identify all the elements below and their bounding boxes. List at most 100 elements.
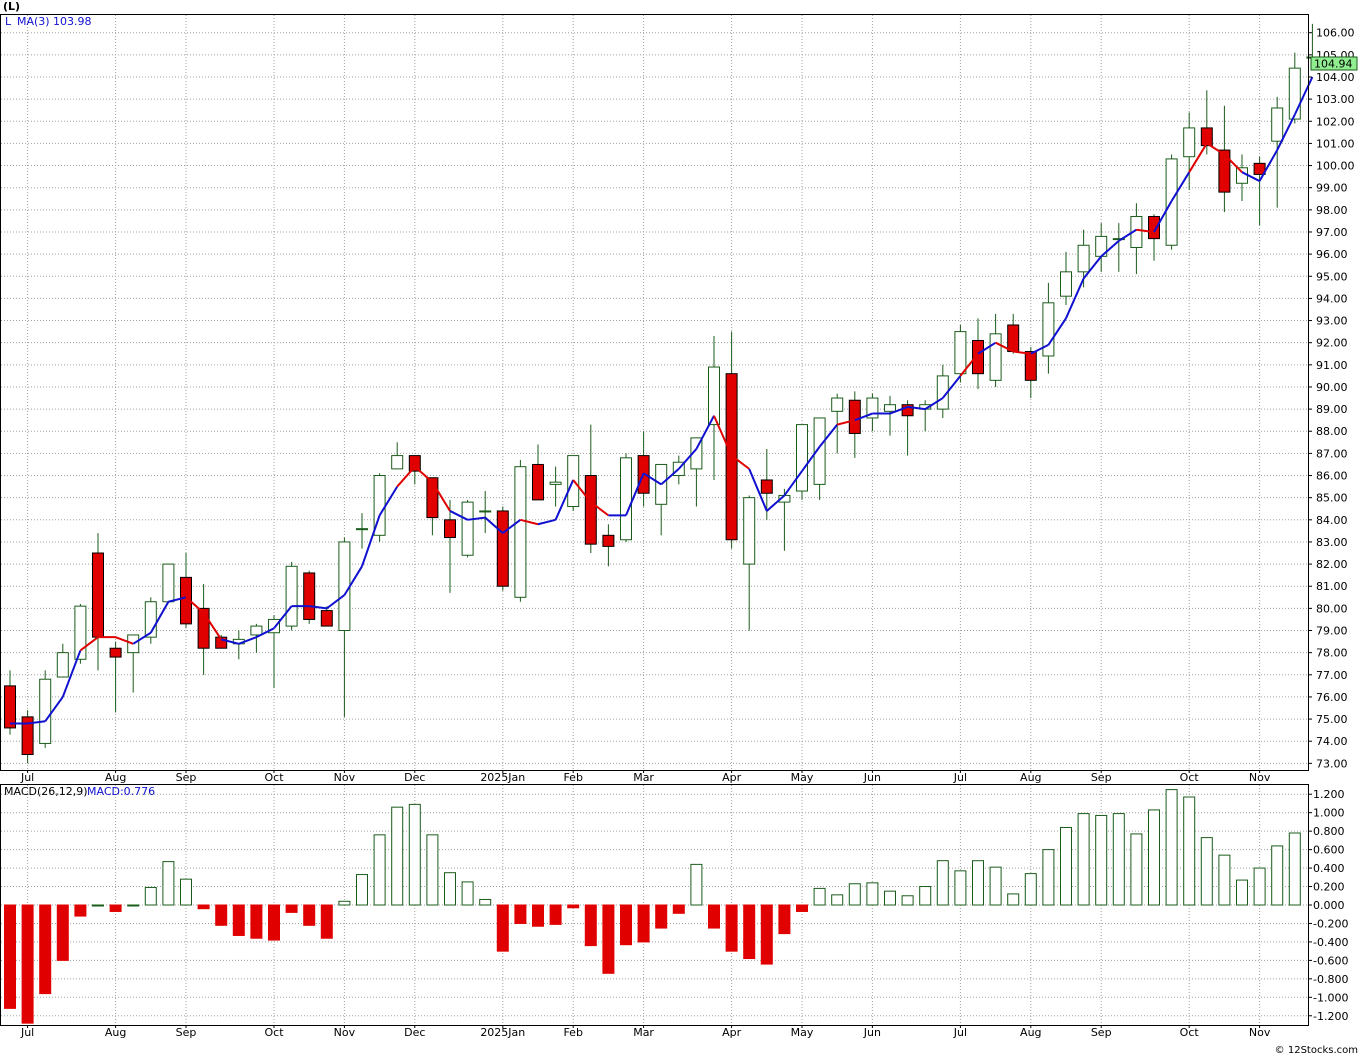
candle: [92, 533, 104, 671]
macd-bar: [725, 904, 738, 952]
candle-body: [356, 528, 368, 531]
price-x-tick-label: 2025Jan: [480, 771, 525, 784]
macd-bar: [21, 904, 34, 1024]
macd-x-tick-label: Aug: [105, 1026, 126, 1039]
macd-panel-frame: [0, 784, 1309, 1026]
ma-segment: [202, 612, 223, 640]
candle: [250, 623, 263, 653]
price-tick-label: 102.00: [1316, 115, 1355, 128]
macd-x-tick-label: Aug: [1020, 1026, 1041, 1039]
candle: [602, 524, 615, 567]
macd-value-label: MACD:0.776: [87, 785, 155, 798]
candle-body: [1218, 149, 1231, 193]
candle: [831, 393, 844, 454]
candle: [1042, 282, 1055, 374]
price-x-tick-label: Jul: [20, 771, 34, 784]
macd-x-axis: Jul Aug Sep Oct Nov Dec 2025Jan Feb Mar Apr May Jun…: [20, 1025, 1271, 1039]
price-tick-label: 81.00: [1316, 580, 1348, 593]
macd-bar: [1112, 813, 1125, 906]
macd-bar: [514, 904, 527, 924]
candle-body: [109, 647, 122, 658]
candle: [954, 324, 967, 383]
candle: [1148, 214, 1160, 261]
macd-bar: [690, 863, 703, 906]
macd-x-tick-label: May: [791, 1026, 814, 1039]
macd-x-tick-label: Jul: [953, 1026, 967, 1039]
macd-bar: [197, 904, 210, 910]
candle-body: [1200, 127, 1213, 147]
candle: [1218, 105, 1231, 213]
ma-segment: [1170, 171, 1191, 202]
price-tick-label: 73.00: [1316, 757, 1348, 770]
candle-body: [655, 463, 668, 505]
candle-body: [532, 463, 544, 501]
price-tick-label: 91.00: [1316, 359, 1348, 372]
price-x-tick-label: Aug: [105, 771, 126, 784]
macd-bar: [373, 834, 386, 906]
ma-segment: [801, 446, 821, 472]
macd-y-axis: -1.200 -1.000 -0.800 -0.600 -0.400 -0.200 0.00…: [1308, 788, 1348, 1023]
macd-x-tick-label: Sep: [176, 1026, 197, 1039]
macd-bar: [602, 904, 615, 974]
candle: [356, 513, 368, 549]
candle: [514, 460, 527, 602]
price-tick-label: 93.00: [1316, 315, 1348, 328]
macd-bar: [972, 860, 984, 906]
macd-tick-label: -0.200: [1313, 917, 1348, 930]
candle: [901, 400, 914, 456]
candle-body: [620, 457, 632, 541]
macd-bar: [1288, 832, 1301, 906]
macd-bar: [1060, 826, 1072, 906]
price-tick-label: 90.00: [1316, 381, 1348, 394]
candle: [180, 553, 192, 629]
macd-bar: [760, 904, 773, 965]
candle: [426, 477, 439, 536]
macd-tick-label: -0.800: [1313, 973, 1348, 986]
candle-body: [408, 455, 421, 472]
ma-segment: [1047, 317, 1067, 346]
candle-body: [1024, 351, 1037, 381]
candle: [1253, 156, 1266, 226]
candle-body: [1236, 167, 1248, 184]
price-tick-label: 89.00: [1316, 403, 1348, 416]
candle: [197, 584, 210, 675]
macd-bar: [1095, 814, 1108, 906]
macd-tick-label: 1.200: [1313, 788, 1345, 801]
macd-bar: [250, 904, 263, 939]
price-candles: [4, 23, 1319, 764]
moving-average-line: [10, 76, 1314, 725]
candle-body: [180, 576, 192, 625]
candle-body: [884, 404, 896, 412]
candle: [338, 537, 351, 717]
last-price-badge: 104.94: [1310, 56, 1358, 71]
price-tick-label: 74.00: [1316, 735, 1348, 748]
macd-bar: [954, 870, 967, 906]
candle-body: [426, 477, 439, 519]
candle: [866, 393, 879, 432]
ma-segment: [185, 596, 205, 614]
macd-bar: [1077, 813, 1090, 906]
ma-segment: [361, 515, 381, 567]
candle: [936, 364, 949, 418]
candle: [56, 643, 69, 678]
candle: [1236, 154, 1248, 201]
candle-body: [1077, 244, 1090, 273]
ma-segment: [27, 720, 46, 725]
candle-body: [4, 685, 16, 729]
candle-body: [56, 652, 69, 678]
ma-segment: [149, 601, 170, 634]
macd-bar: [109, 904, 122, 912]
macd-tick-label: 0.600: [1313, 844, 1345, 857]
candle-body: [1148, 215, 1160, 240]
macd-bar: [92, 904, 104, 907]
ma-segment: [431, 481, 451, 512]
candle: [408, 455, 421, 485]
candle-body: [989, 333, 1002, 381]
candle-body: [743, 497, 756, 565]
price-tick-label: 95.00: [1316, 270, 1348, 283]
macd-tick-label: -1.200: [1313, 1010, 1348, 1023]
price-tick-label: 99.00: [1316, 182, 1348, 195]
ma-segment: [414, 465, 434, 483]
candle-body: [21, 716, 34, 756]
